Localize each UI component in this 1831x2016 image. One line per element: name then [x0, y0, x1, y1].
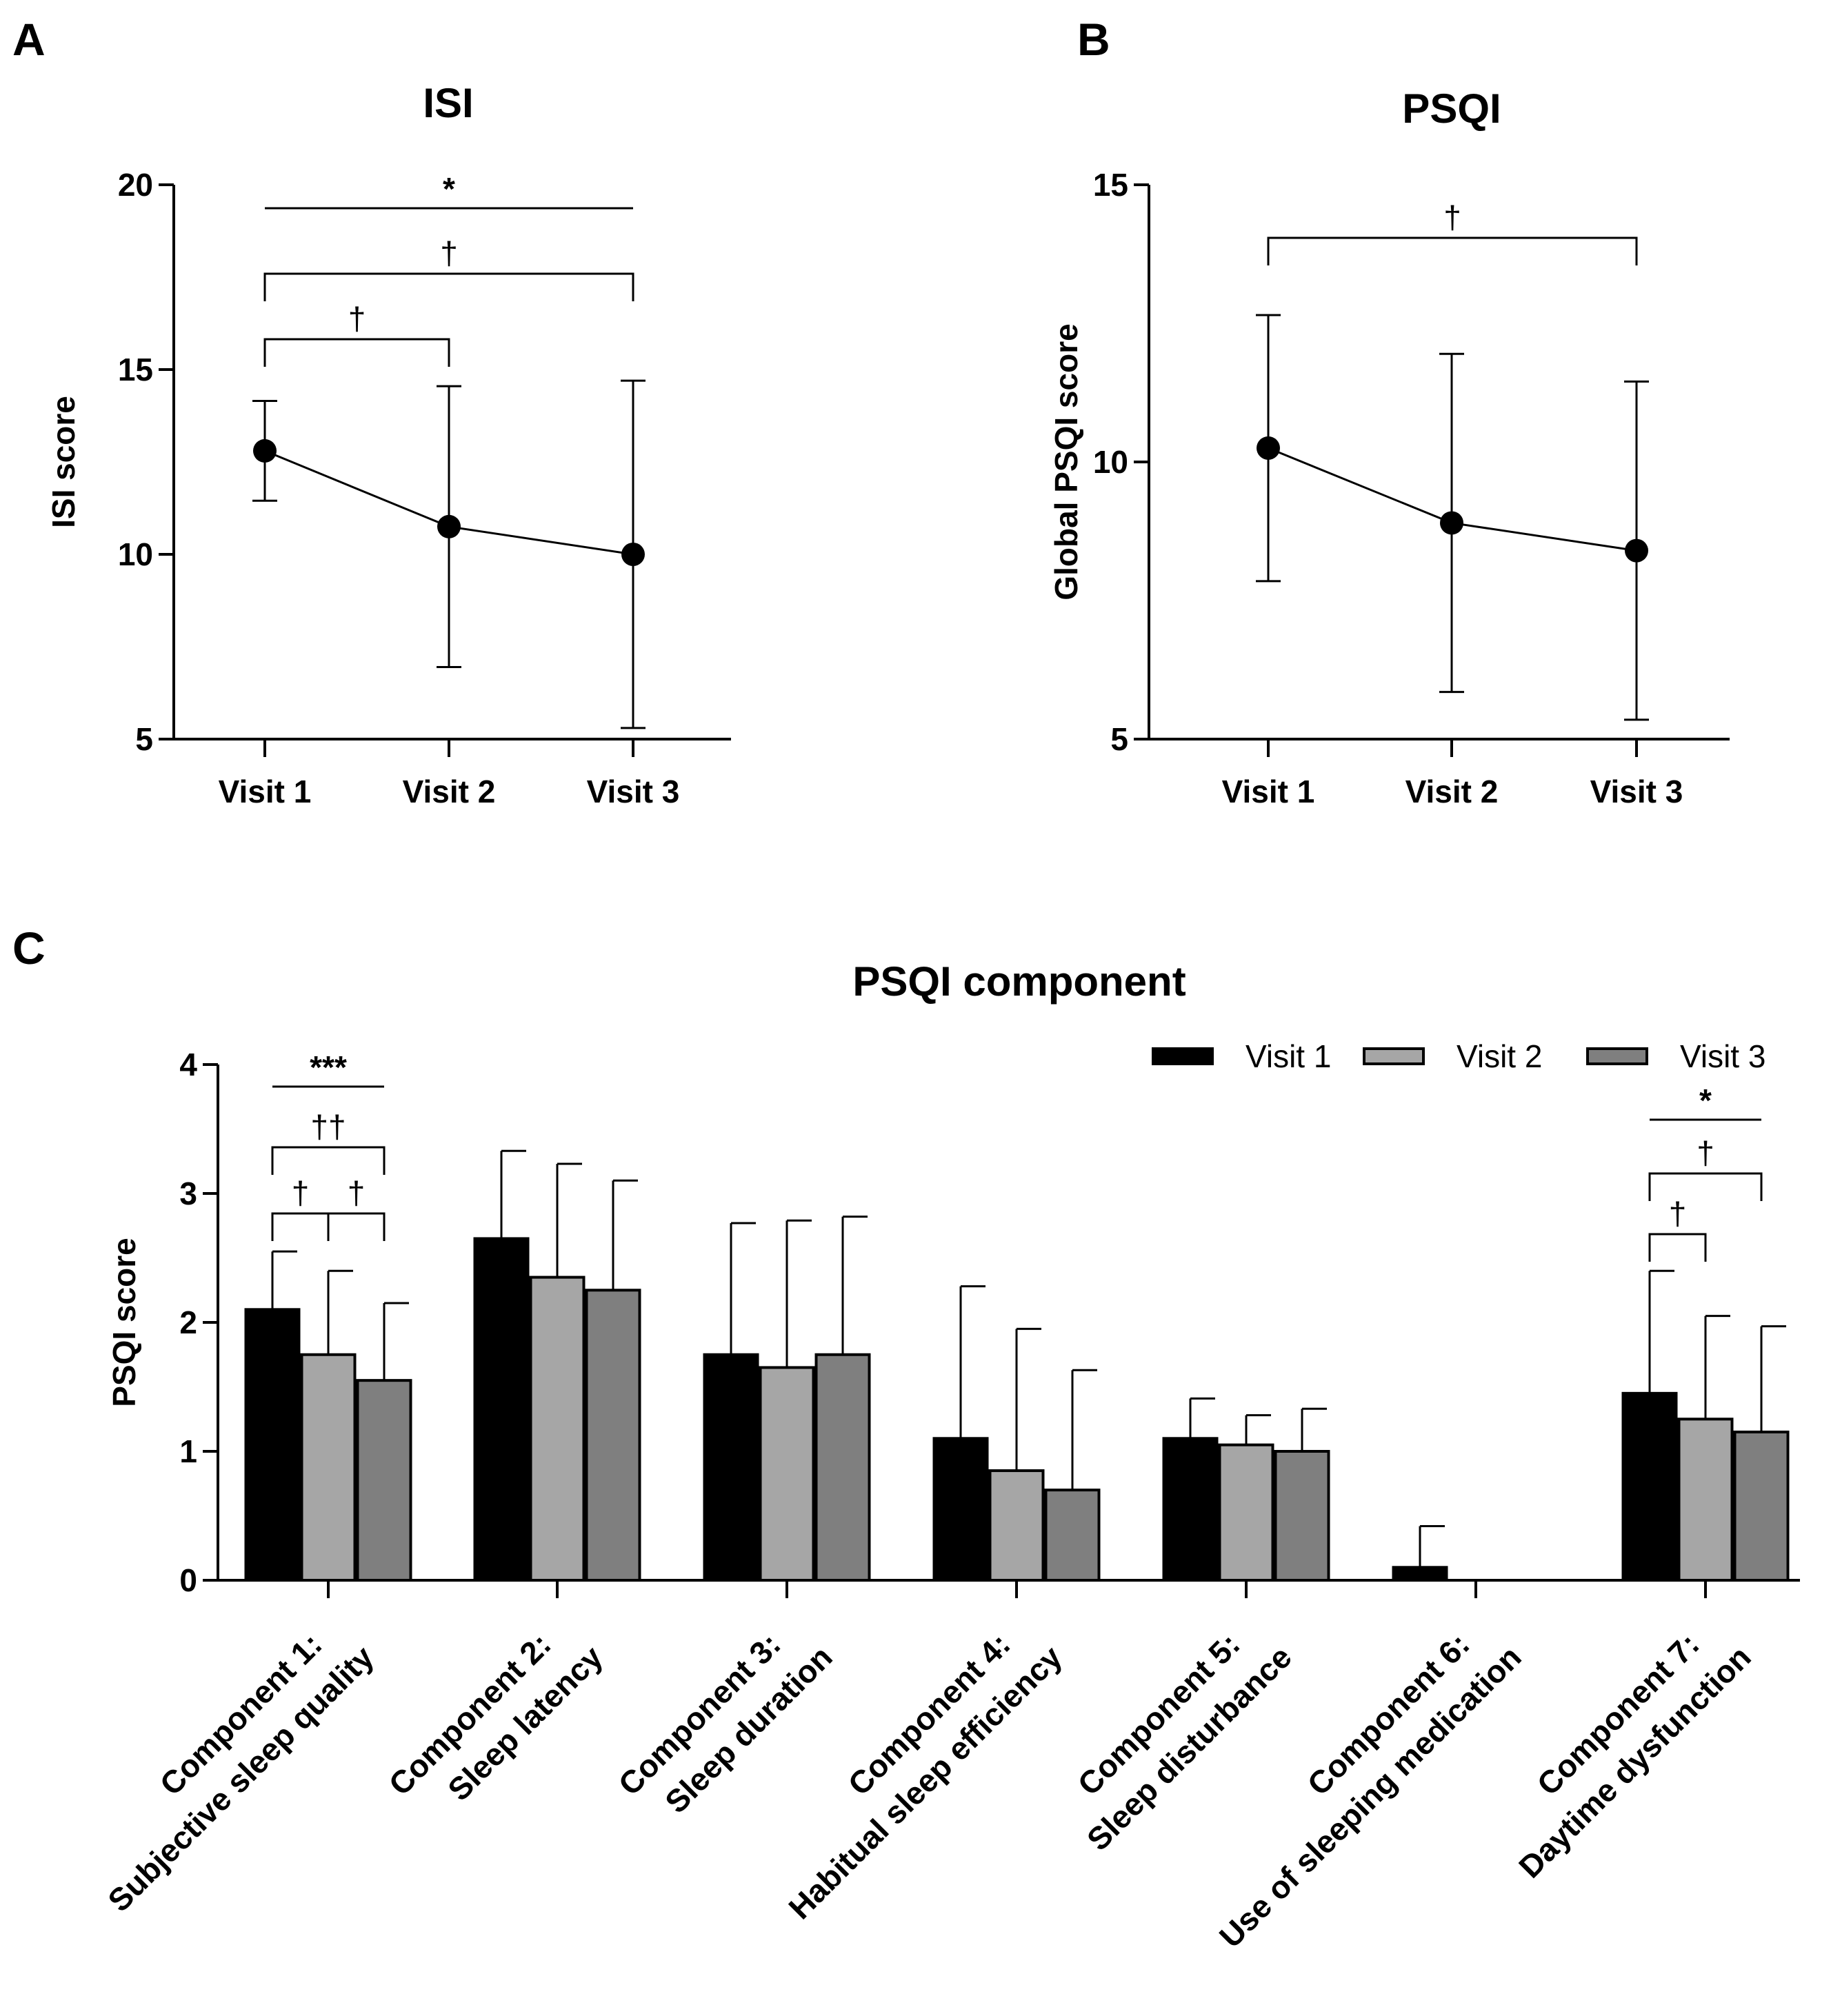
bar — [988, 1469, 1045, 1582]
y-tick-label: 3 — [179, 1176, 197, 1211]
significance-label: *** — [310, 1049, 347, 1085]
legend-swatch — [1152, 1047, 1214, 1065]
significance-label: † — [348, 1175, 366, 1211]
bar — [300, 1353, 357, 1582]
data-point — [1440, 511, 1463, 535]
bar — [1392, 1566, 1448, 1582]
significance-bracket — [263, 338, 450, 367]
significance-label: * — [443, 171, 455, 207]
y-tick-label: 10 — [118, 536, 153, 572]
panel-b: B PSQI 5 10 15 Global PSQI score Visit 1 Visit … — [1048, 14, 1730, 809]
legend-label: Visit 3 — [1680, 1038, 1765, 1074]
x-tick-label-line2: Habitual sleep efficiency — [781, 1639, 1069, 1926]
chart-title: PSQI component — [852, 958, 1185, 1005]
significance-label: † — [1669, 1196, 1687, 1231]
significance-bracket — [271, 1212, 330, 1241]
x-tick-label: Visit 2 — [1405, 774, 1499, 809]
panel-letter: B — [1077, 14, 1110, 65]
bar — [932, 1437, 989, 1582]
y-tick-label: 2 — [179, 1304, 197, 1340]
legend-swatch — [1363, 1047, 1425, 1065]
data-point — [253, 439, 277, 463]
x-tick-label: Visit 3 — [587, 774, 680, 809]
y-tick-label: 0 — [179, 1562, 197, 1598]
chart-title: ISI — [423, 80, 473, 126]
y-tick-label: 1 — [179, 1433, 197, 1469]
x-tick-label: Component 2:Sleep latency — [381, 1606, 610, 1835]
significance-bracket — [327, 1212, 386, 1241]
x-tick-label: Visit 1 — [219, 774, 312, 809]
significance-bracket — [271, 1146, 386, 1175]
y-axis-label: PSQI score — [106, 1238, 142, 1407]
bar — [1274, 1450, 1330, 1582]
bar — [759, 1366, 815, 1582]
bar — [1733, 1430, 1790, 1582]
bar — [1621, 1391, 1678, 1582]
x-tick-label: Component 5:Sleep disturbance — [1048, 1606, 1299, 1857]
y-tick-label: 10 — [1093, 444, 1128, 480]
y-tick-label: 15 — [118, 352, 153, 387]
significance-label: † — [1443, 199, 1461, 235]
significance-bracket — [1648, 1233, 1707, 1262]
x-tick-label: Visit 2 — [403, 774, 496, 809]
x-tick-label: Component 7:Daytime dysfunction — [1479, 1606, 1757, 1884]
bar — [1218, 1443, 1274, 1582]
significance-bracket — [263, 272, 634, 301]
data-point — [437, 514, 461, 538]
data-point — [1625, 538, 1648, 563]
y-axis-label: ISI score — [46, 396, 81, 528]
bar — [703, 1353, 759, 1582]
y-axis-label: Global PSQI score — [1048, 323, 1084, 600]
bar — [1677, 1418, 1734, 1582]
y-tick-label: 20 — [118, 167, 153, 203]
bar — [529, 1276, 586, 1582]
bar — [356, 1379, 412, 1582]
y-tick-label: 5 — [135, 721, 153, 757]
y-tick-label: 4 — [179, 1047, 197, 1082]
data-point — [621, 543, 645, 566]
panel-a: A ISI 5 10 15 20 ISI score Visit 1 Visit 2 Visit … — [12, 14, 731, 809]
y-tick-label: 5 — [1110, 721, 1128, 757]
legend-label: Visit 1 — [1245, 1038, 1331, 1074]
significance-label: † — [292, 1175, 310, 1211]
panel-letter: C — [12, 923, 46, 974]
significance-label: † — [348, 301, 366, 336]
bar — [1162, 1437, 1219, 1582]
bar — [585, 1289, 641, 1582]
significance-label: † — [440, 235, 458, 271]
legend-swatch — [1586, 1047, 1648, 1065]
x-tick-label-line2: Subjective sleep quality — [101, 1639, 381, 1919]
bar — [814, 1353, 871, 1582]
bar — [244, 1308, 301, 1582]
significance-label: † — [1697, 1135, 1714, 1171]
significance-label: †† — [310, 1109, 346, 1145]
y-tick-label: 15 — [1093, 167, 1128, 203]
legend-label: Visit 2 — [1457, 1038, 1542, 1074]
panel-letter: A — [12, 14, 46, 65]
significance-bracket — [1267, 236, 1638, 265]
significance-label: * — [1699, 1082, 1712, 1118]
chart-title: PSQI — [1402, 85, 1501, 132]
x-tick-label: Component 1:Subjective sleep quality — [69, 1606, 381, 1919]
panel-c: C PSQI component 0 1 2 3 4 PSQI score Component … — [12, 923, 1800, 1955]
x-tick-label: Visit 3 — [1590, 774, 1683, 809]
significance-bracket — [1648, 1172, 1763, 1201]
x-tick-label: Component 3:Sleep duration — [611, 1606, 839, 1834]
x-tick-label: Visit 1 — [1222, 774, 1315, 809]
bar — [473, 1237, 530, 1582]
data-point — [1257, 436, 1280, 460]
bar — [1044, 1489, 1101, 1582]
